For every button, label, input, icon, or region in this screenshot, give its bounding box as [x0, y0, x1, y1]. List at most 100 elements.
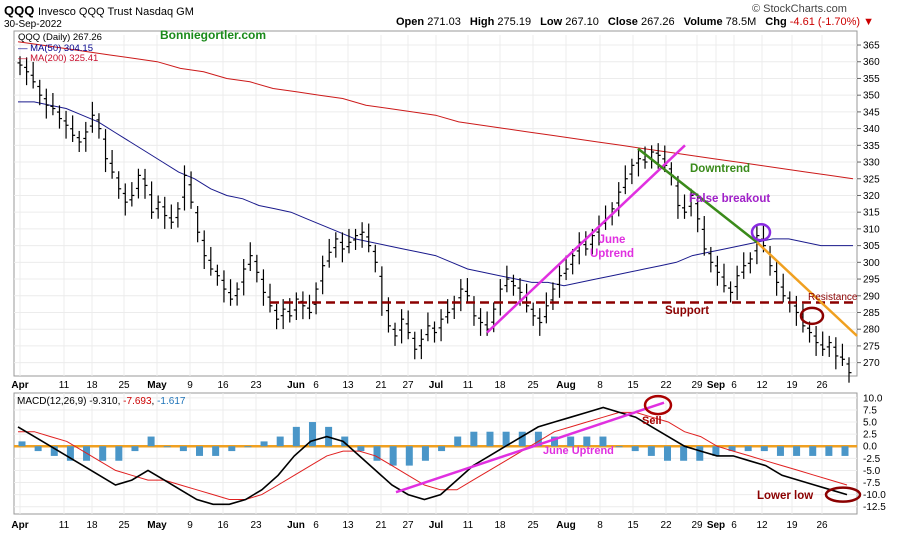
macd-histogram-bar	[196, 446, 204, 456]
macd-histogram-bar	[712, 446, 720, 456]
macd-histogram-bar	[454, 436, 462, 447]
macd-histogram-bar	[663, 446, 671, 461]
price-x-tick-label: 8	[597, 380, 603, 391]
false-breakout-circle	[750, 222, 772, 242]
macd-x-tick-label: 23	[250, 520, 262, 531]
legend-ma200: — MA(200) 325.41	[18, 53, 99, 64]
macd-june-uptrend-annotation: June Uptrend	[543, 445, 614, 457]
false-breakout-annotation: False breakout	[689, 193, 771, 205]
price-x-tick-label: Jun	[287, 380, 305, 391]
macd-x-tick-label: 11	[463, 520, 474, 531]
price-x-tick-label: 22	[660, 380, 672, 391]
price-y-tick-label: 275	[863, 341, 880, 352]
macd-x-tick-label: 27	[402, 520, 414, 531]
price-y-tick-label: 325	[863, 174, 880, 185]
macd-x-tick-label: 16	[217, 520, 229, 531]
macd-histogram-bar	[647, 446, 655, 456]
macd-histogram-bar	[292, 426, 300, 447]
macd-histogram-bar	[809, 446, 817, 456]
macd-y-tick-label: -7.5	[863, 478, 881, 489]
price-x-tick-label: 18	[494, 380, 506, 391]
macd-y-tick-label: -5.0	[863, 466, 881, 477]
downtrend-line	[637, 147, 758, 244]
macd-x-tick-label: 15	[627, 520, 639, 531]
price-y-tick-label: 270	[863, 358, 880, 369]
macd-histogram-bar	[696, 446, 704, 461]
macd-histogram-bar	[776, 446, 784, 456]
macd-histogram-bar	[163, 446, 171, 448]
macd-histogram-bar	[405, 446, 413, 466]
price-y-tick-label: 355	[863, 74, 880, 85]
macd-y-tick-label: -12.5	[863, 502, 886, 513]
price-y-tick-label: 285	[863, 308, 880, 319]
macd-x-tick-label: 25	[527, 520, 539, 531]
price-x-tick-label: 6	[313, 380, 319, 391]
macd-histogram-bar	[18, 441, 26, 447]
macd-histogram-bar	[599, 436, 607, 447]
chart-date: 30-Sep-2022	[4, 19, 62, 30]
macd-x-tick-label: 19	[786, 520, 798, 531]
macd-histogram-bar	[825, 446, 833, 456]
macd-x-tick-label: Aug	[556, 520, 575, 531]
macd-x-tick-label: 12	[756, 520, 768, 531]
macd-x-tick-label: Jul	[429, 520, 444, 531]
price-x-tick-label: May	[147, 380, 167, 391]
macd-histogram-bar	[147, 436, 155, 447]
macd-x-tick-label: Apr	[11, 520, 28, 531]
symbol-title: QQQ Invesco QQQ Trust Nasdaq GM	[4, 3, 194, 18]
macd-x-tick-label: 13	[342, 520, 354, 531]
price-x-tick-label: 27	[402, 380, 414, 391]
macd-histogram-bar	[373, 446, 381, 461]
macd-histogram-bar	[583, 436, 591, 447]
price-y-tick-label: 345	[863, 107, 880, 118]
macd-y-tick-label: 10.0	[863, 393, 883, 404]
lower-low-annotation: Lower low	[757, 490, 814, 502]
macd-y-tick-label: -10.0	[863, 490, 886, 501]
macd-histogram-bar	[34, 446, 42, 452]
price-x-tick-label: 18	[86, 380, 98, 391]
price-y-tick-label: 290	[863, 291, 880, 302]
support-annotation: Support	[665, 305, 710, 317]
price-x-tick-label: 13	[342, 380, 354, 391]
price-y-tick-label: 305	[863, 241, 880, 252]
price-x-tick-label: 29	[691, 380, 703, 391]
ma200-line	[17, 41, 854, 180]
macd-x-tick-label: 18	[494, 520, 506, 531]
price-y-tick-label: 315	[863, 208, 880, 219]
macd-x-tick-label: 25	[118, 520, 130, 531]
ma50-line	[18, 101, 853, 287]
resistance-line	[756, 241, 858, 337]
macd-histogram-bar	[744, 446, 752, 452]
macd-x-tick-label: 8	[597, 520, 603, 531]
macd-histogram-bar	[228, 446, 236, 452]
breakdown-circle	[799, 306, 825, 326]
macd-x-tick-label: May	[147, 520, 167, 531]
macd-histogram-bar	[341, 436, 349, 447]
macd-histogram-bar	[502, 431, 510, 447]
price-x-tick-label: 25	[118, 380, 130, 391]
resistance-annotation: Resistance	[808, 292, 858, 303]
price-x-tick-label: 15	[627, 380, 639, 391]
price-x-tick-label: Sep	[707, 380, 725, 391]
macd-y-tick-label: 2.5	[863, 430, 877, 441]
price-y-tick-label: 330	[863, 158, 880, 169]
price-x-tick-label: 9	[187, 380, 193, 391]
macd-histogram-bar	[66, 446, 74, 461]
price-y-tick-label: 320	[863, 191, 880, 202]
price-x-tick-label: 25	[527, 380, 539, 391]
macd-histogram-bar	[244, 446, 252, 448]
macd-histogram-bar	[260, 441, 268, 447]
macd-histogram-bar	[179, 446, 187, 452]
macd-histogram-bar	[551, 436, 559, 447]
sell-annotation: Sell	[642, 415, 662, 427]
macd-y-tick-label: 0.0	[863, 442, 877, 453]
site-label: Bonniegortler.com	[160, 28, 267, 42]
price-y-tick-label: 340	[863, 124, 880, 135]
macd-histogram-bar	[50, 446, 58, 456]
macd-histogram-bar	[760, 446, 768, 452]
ohlc-readout: Open 271.03 High 275.19 Low 267.10 Close…	[396, 16, 875, 28]
price-y-tick-label: 295	[863, 275, 880, 286]
macd-x-tick-label: 6	[313, 520, 319, 531]
stockcharts-brand: © StockCharts.com	[752, 3, 847, 15]
